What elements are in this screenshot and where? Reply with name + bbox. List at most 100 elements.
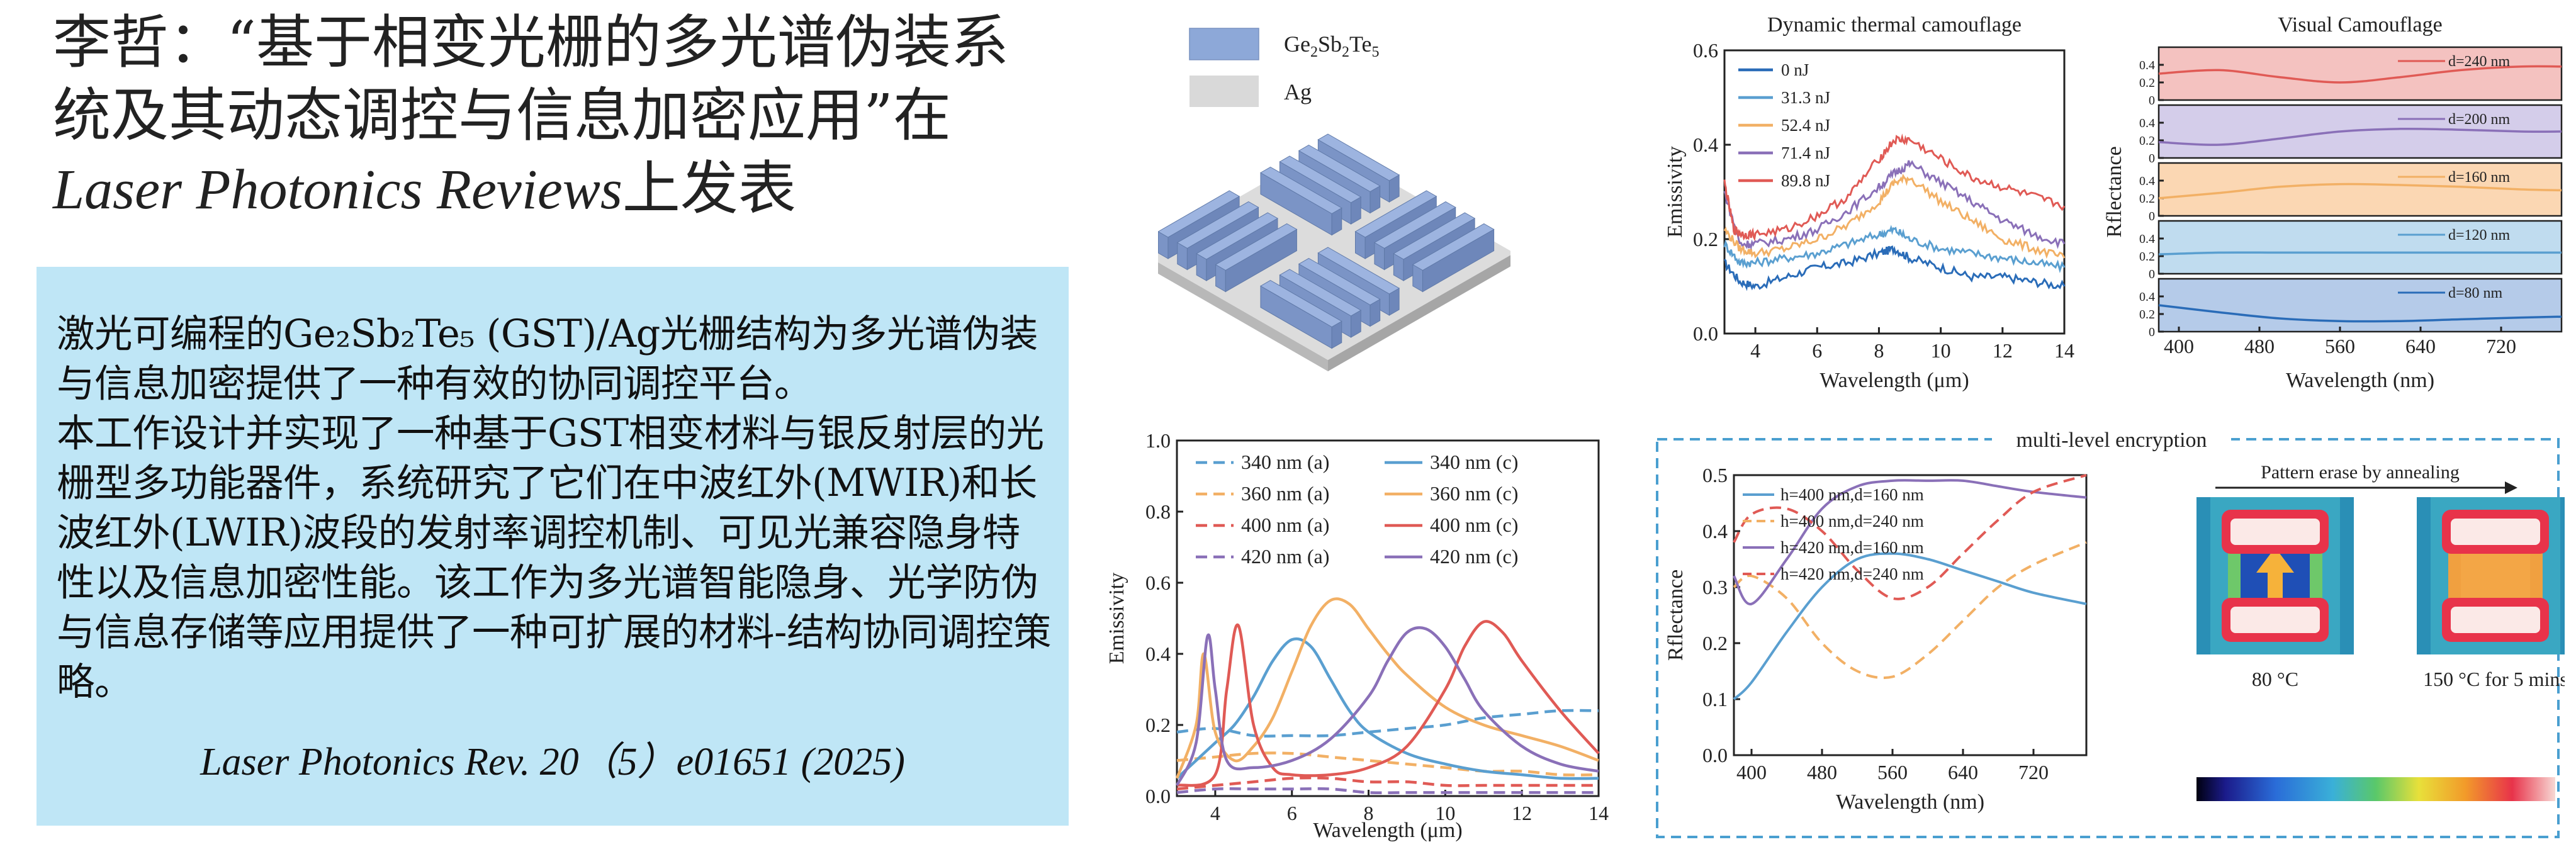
y-tick-label: 0.4 xyxy=(2139,116,2155,130)
y-axis-label: Rflectance xyxy=(2103,146,2126,237)
y-axis-label: Emissivity xyxy=(1105,573,1128,664)
x-tick-label: 400 xyxy=(2164,335,2194,357)
y-tick-label: 0.2 xyxy=(1702,632,1728,654)
y-tick-label: 0.1 xyxy=(1702,688,1728,710)
thermal-edge-right xyxy=(2560,497,2565,654)
y-tick-label: 0.6 xyxy=(1693,39,1718,62)
temperature-colorbar xyxy=(2196,777,2555,801)
x-tick-label: 720 xyxy=(2486,335,2516,357)
caption-150c: 150 °C for 5 mins xyxy=(2423,668,2565,690)
panel-curve-1 xyxy=(2158,127,2562,146)
gst-legend-label: Ge2Sb2Te5 xyxy=(1284,31,1379,60)
chart-title: Visual Camouflage xyxy=(2278,13,2442,36)
y-tick-label: 0.3 xyxy=(1702,576,1728,598)
gst-bar-7-face-top xyxy=(1176,201,1259,249)
frame-title: multi-level encryption xyxy=(2016,429,2207,452)
series-line-420-nm-c- xyxy=(1175,626,1599,787)
x-tick-label: 8 xyxy=(1874,339,1884,362)
y-tick-label: 0.4 xyxy=(2139,174,2155,188)
panel-legend-label: d=200 nm xyxy=(2448,111,2511,128)
visual-camouflage-chart: Visual Camouflage 0 0.2 0.4 d=240 nm 0 0.2 0.4 d… xyxy=(2103,13,2563,392)
x-tick-label: 12 xyxy=(1993,339,2013,362)
legend-label: 71.4 nJ xyxy=(1781,143,1830,162)
series-line-0-nJ xyxy=(1723,245,2066,291)
gst-bar-9-face-top xyxy=(1196,212,1278,260)
gst-bar-3-face-top xyxy=(1259,166,1342,215)
y-tick-label: 0.2 xyxy=(1145,714,1171,736)
x-axis-label: Wavelength (nm) xyxy=(1836,790,1984,814)
thermal-image-80c xyxy=(2196,497,2354,654)
legend-label: h=400 nm,d=160 nm xyxy=(1780,485,1924,504)
x-tick-label: 10 xyxy=(1931,339,1951,362)
y-tick-label: 0.0 xyxy=(1145,785,1171,807)
gst-bar-13-face-top xyxy=(1298,257,1381,306)
x-tick-label: 480 xyxy=(2244,335,2275,357)
y-tick-label: 0 xyxy=(2149,325,2155,339)
ag-substrate-front xyxy=(1158,262,1328,371)
y-axis-label: Emissivity xyxy=(1663,146,1687,237)
hot-pad-inner xyxy=(2451,607,2540,633)
panel-curve-2 xyxy=(2158,182,2562,199)
emissivity-chart: 4 6 8 10 12 14 0.0 0.2 0.4 0.6 0.8 1.0 Wavelength (μ… xyxy=(1105,429,1609,842)
title-line-2: 统及其动态调控与信息加密应用”在 xyxy=(53,81,952,149)
pattern-arrow-head xyxy=(2505,481,2517,494)
thermal-column xyxy=(2461,554,2530,598)
series-line-400-nm-a- xyxy=(1176,776,1599,790)
x-tick-label: 8 xyxy=(1364,802,1374,824)
citation: Laser Photonics Rev. 20（5）e01651 (2025) xyxy=(200,741,905,783)
title-tail: 上发表 xyxy=(622,154,796,222)
x-tick-label: 560 xyxy=(1877,761,1908,783)
legend-label: 420 nm (a) xyxy=(1241,545,1329,568)
legend-label: h=420 nm,d=160 nm xyxy=(1780,538,1924,557)
y-tick-label: 0.2 xyxy=(1693,228,1718,250)
panel-3 xyxy=(2157,220,2563,275)
hot-pad-inner xyxy=(2230,519,2320,545)
series-line-360-nm-a- xyxy=(1176,751,1599,777)
x-tick-label: 12 xyxy=(1512,802,1532,824)
gst-bar-1-face-top xyxy=(1298,144,1381,193)
series-line-89-8-nJ xyxy=(1723,133,2066,242)
chart-title: Dynamic thermal camouflage xyxy=(1767,13,2022,36)
frame-title-backdrop xyxy=(1992,428,2231,451)
x-tick-label: 640 xyxy=(2405,335,2436,357)
gst-bar-8-face-top xyxy=(1393,212,1476,260)
panel-curve-3 xyxy=(2158,251,2562,255)
x-tick-label: 6 xyxy=(1812,339,1822,362)
x-tick-label: 560 xyxy=(2325,335,2355,357)
gst-bar-2-face-top xyxy=(1279,155,1362,203)
y-tick-label: 0 xyxy=(2149,267,2155,281)
title-line-3: Laser Photonics Reviews上发表 xyxy=(53,152,1085,225)
abstract-text: 激光可编程的Ge₂Sb₂Te₅ (GST)/Ag光栅结构为多光谱伪装与信息加密提… xyxy=(57,310,1057,707)
x-tick-label: 640 xyxy=(1948,761,1978,783)
gst-bar-4-face-top xyxy=(1354,190,1437,238)
x-tick-label: 480 xyxy=(1807,761,1837,783)
gst-bar-5-face-top xyxy=(1158,190,1240,238)
y-tick-label: 0.4 xyxy=(1693,133,1718,156)
gst-bar-12-face-top xyxy=(1317,247,1400,295)
y-tick-label: 0.4 xyxy=(2139,232,2155,246)
panel-legend-label: d=120 nm xyxy=(2448,227,2511,244)
y-tick-label: 1.0 xyxy=(1145,429,1171,452)
thermal-edge-right xyxy=(2340,497,2354,654)
x-tick-label: 10 xyxy=(1435,802,1455,824)
x-tick-label: 14 xyxy=(1589,802,1609,824)
legend-label: 52.4 nJ xyxy=(1781,116,1830,135)
multi-level-encryption-panel: multi-level encryption 400 480 560 640 720 0.0… xyxy=(1656,428,2565,838)
ag-substrate-side xyxy=(1328,255,1510,371)
plot-frame xyxy=(1733,474,2088,756)
legend-label: h=420 nm,d=240 nm xyxy=(1780,564,1924,583)
panel-legend-label: d=240 nm xyxy=(2448,53,2511,70)
y-tick-label: 0.0 xyxy=(1702,744,1728,766)
y-tick-label: 0.2 xyxy=(2139,134,2155,148)
gst-bar-11-face-top xyxy=(1215,223,1298,271)
series-line-52-4-nJ xyxy=(1723,173,2066,259)
thermal-edge-left xyxy=(2417,497,2431,654)
y-tick-label: 0.4 xyxy=(2139,59,2155,72)
y-tick-label: 0.8 xyxy=(1145,500,1171,523)
y-tick-label: 0.0 xyxy=(1693,322,1718,345)
y-tick-label: 0.4 xyxy=(1702,520,1728,542)
panel-curve-4 xyxy=(2158,304,2562,323)
legend-label: 31.3 nJ xyxy=(1781,88,1830,107)
dynamic-thermal-chart: 4 6 8 10 12 14 0.0 0.2 0.4 0.6 Dynamic thermal cam… xyxy=(1663,13,2074,392)
y-tick-label: 0.5 xyxy=(1702,464,1728,486)
